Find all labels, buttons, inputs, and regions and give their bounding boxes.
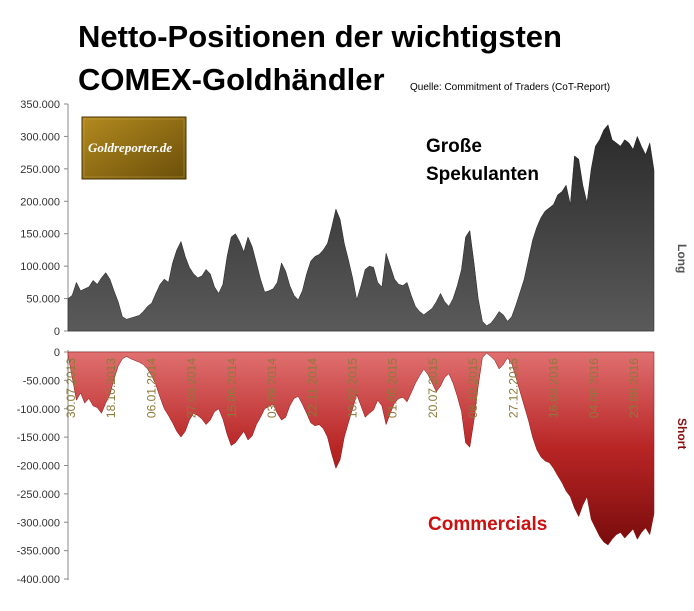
x-tick-label: 04.06.2016 [587, 358, 601, 418]
x-tick-label: 30.07.2013 [64, 358, 78, 418]
x-tick-label: 08.10.2015 [466, 358, 480, 418]
top-y-tick-label: 100.000 [20, 261, 60, 273]
annotation-speculators-line1: Große [426, 136, 482, 157]
bottom-y-tick-label: -400.000 [17, 574, 60, 586]
commercials-panel: 0 -50.000 -100.000 -150.000 -200.000 -250.000… [17, 347, 655, 586]
top-y-tick-label: 0 [54, 326, 60, 338]
chart-title-line2: COMEX-Goldhändler [78, 62, 385, 97]
source-note: Quelle: Commitment of Traders (CoT-Repor… [410, 82, 610, 93]
bottom-y-tick-label: 0 [54, 347, 60, 359]
x-tick-label: 27.03.2014 [185, 358, 199, 418]
x-tick-label: 15.06.2014 [225, 358, 239, 418]
bottom-y-tick-label: -200.000 [17, 461, 60, 473]
x-tick-label: 16.03.2016 [547, 358, 561, 418]
x-tick-label: 01.05.2015 [386, 358, 400, 418]
top-y-tick-label: 150.000 [20, 229, 60, 241]
logo-text: Goldreporter.de [88, 140, 172, 155]
x-tick-label: 20.07.2015 [426, 358, 440, 418]
top-y-tick-label: 250.000 [20, 164, 60, 176]
x-tick-label: 18.10.2013 [104, 358, 118, 418]
bottom-y-tick-label: -300.000 [17, 517, 60, 529]
bottom-y-tick-label: -50.000 [23, 375, 60, 387]
top-y-tick-label: 350.000 [20, 99, 60, 111]
commercials-area [67, 351, 655, 546]
x-tick-label: 06.01.2014 [144, 358, 158, 418]
x-tick-label: 27.12.2015 [506, 358, 520, 418]
bottom-y-tick-label: -150.000 [17, 432, 60, 444]
bottom-y-tick-label: -350.000 [17, 546, 60, 558]
chart-title-line1: Netto-Positionen der wichtigsten [78, 19, 562, 54]
x-tick-label: 22.11.2014 [305, 358, 319, 417]
side-label-short: Short [675, 418, 689, 449]
x-tick-label: 23.08.2016 [627, 358, 641, 418]
annotation-commercials: Commercials [428, 514, 547, 535]
side-label-long: Long [675, 244, 689, 273]
top-y-tick-label: 50.000 [26, 294, 60, 306]
x-tick-label: 03.09.2014 [265, 358, 279, 418]
speculators-panel: 350.000 300.000 250.000 200.000 150.000 100.0… [20, 99, 655, 338]
annotation-speculators-line2: Spekulanten [426, 164, 539, 185]
top-y-tick-label: 200.000 [20, 196, 60, 208]
speculators-area [67, 124, 655, 332]
goldreporter-logo: Goldreporter.de [81, 116, 187, 180]
top-y-tick-label: 300.000 [20, 131, 60, 143]
bottom-y-tick-label: -250.000 [17, 489, 60, 501]
x-tick-label: 10.02.2015 [346, 358, 360, 418]
bottom-y-tick-label: -100.000 [17, 404, 60, 416]
